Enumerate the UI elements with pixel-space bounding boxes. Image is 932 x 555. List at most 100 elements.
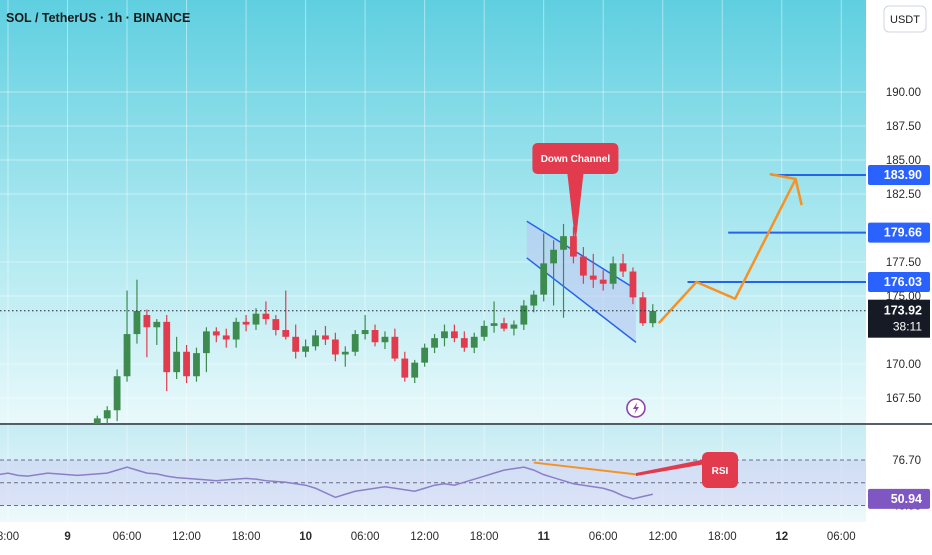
time-tick-label: 06:00 (113, 531, 142, 543)
candle (520, 300, 528, 330)
candle (153, 319, 161, 345)
candle-body (351, 334, 359, 352)
time-axis-background (0, 522, 866, 550)
candle (579, 247, 587, 284)
rsi-callout-pointer (636, 459, 706, 476)
candle-body (232, 321, 240, 340)
candle (421, 343, 429, 367)
current-price-label: 173.92 (884, 304, 922, 318)
time-tick-label: 18:00 (708, 531, 737, 543)
rsi-value-label: 50.94 (891, 492, 922, 506)
candle (460, 331, 468, 352)
candle-body (629, 271, 637, 298)
candle-body (579, 256, 587, 276)
candle (203, 327, 210, 373)
candle-body (341, 351, 349, 355)
candle (123, 290, 131, 382)
candle (252, 308, 260, 330)
candle-body (381, 336, 389, 343)
rsi-divergence-line (533, 461, 639, 476)
candle (292, 324, 300, 359)
candle (589, 253, 597, 288)
candle-body (302, 346, 309, 352)
time-tick-label: 8:00 (0, 531, 19, 543)
candle (341, 346, 349, 367)
candle-body (560, 236, 567, 250)
candle-body (599, 279, 607, 284)
bolt-glyph (632, 402, 639, 414)
time-tick-label: 10 (299, 531, 312, 543)
candle (629, 267, 637, 305)
candle (371, 324, 379, 347)
currency-label: USDT (890, 14, 920, 26)
candles (93, 223, 657, 424)
projection-arrowhead (769, 172, 803, 206)
candle (272, 315, 280, 336)
annotations: Down Channel RSI (532, 143, 738, 488)
candle (480, 320, 488, 341)
candle (451, 324, 458, 343)
candle (242, 315, 250, 332)
candle-body (411, 362, 419, 378)
candle (470, 332, 478, 354)
candle (312, 330, 319, 351)
time-tick-label: 12:00 (410, 531, 439, 543)
candle (560, 223, 567, 318)
channel-upper-line (526, 220, 637, 290)
candle-body (203, 331, 210, 354)
candle (143, 309, 151, 358)
candle (441, 324, 448, 347)
time-tick-label: 18:00 (470, 531, 499, 543)
candle-body (451, 331, 458, 339)
candle-body (510, 324, 518, 329)
candle (411, 359, 419, 384)
candle-body (530, 294, 538, 306)
candle-body (441, 331, 448, 339)
candle (381, 331, 389, 350)
candle-body (431, 338, 438, 348)
candle (322, 325, 329, 345)
candle (113, 369, 121, 422)
candle (570, 226, 577, 264)
candle-body (143, 315, 151, 328)
candle (530, 290, 538, 313)
candle-body (470, 336, 478, 348)
candle-body (371, 330, 379, 343)
candle (302, 339, 309, 358)
price-tick-label: 182.50 (886, 189, 921, 201)
candle (351, 330, 359, 356)
candle-body (312, 335, 319, 347)
currency-button[interactable]: USDT (883, 5, 927, 33)
candle (173, 336, 181, 379)
candle-body (292, 336, 300, 352)
candle (193, 347, 200, 382)
candle (490, 301, 498, 333)
rsi-callout-label: RSI (712, 466, 729, 477)
candle-body (163, 321, 171, 373)
candle (262, 301, 270, 325)
projection-line (657, 178, 797, 325)
candle-body (103, 410, 111, 419)
candle-body (93, 418, 101, 424)
candle (163, 315, 171, 392)
candle (401, 351, 409, 382)
candle-body (609, 263, 617, 284)
time-tick-label: 11 (538, 531, 551, 543)
price-tick-label: 177.50 (886, 257, 921, 269)
candle-body (540, 263, 548, 295)
candle-body (570, 236, 577, 257)
candle (619, 253, 627, 277)
candle (212, 327, 220, 343)
candle (103, 406, 111, 424)
rsi-indicator: 76.7046.5850.94 (0, 455, 930, 512)
candle-body (153, 321, 161, 328)
candle-body (222, 335, 230, 340)
target-levels: 183.90 179.66 176.03 (687, 164, 930, 292)
down-channel-label: Down Channel (541, 154, 611, 165)
main-pane-background (0, 0, 866, 424)
candle-body (619, 263, 627, 272)
time-tick-label: 12 (775, 531, 788, 543)
candle-body (262, 313, 270, 320)
down-channel-callout (532, 143, 619, 244)
